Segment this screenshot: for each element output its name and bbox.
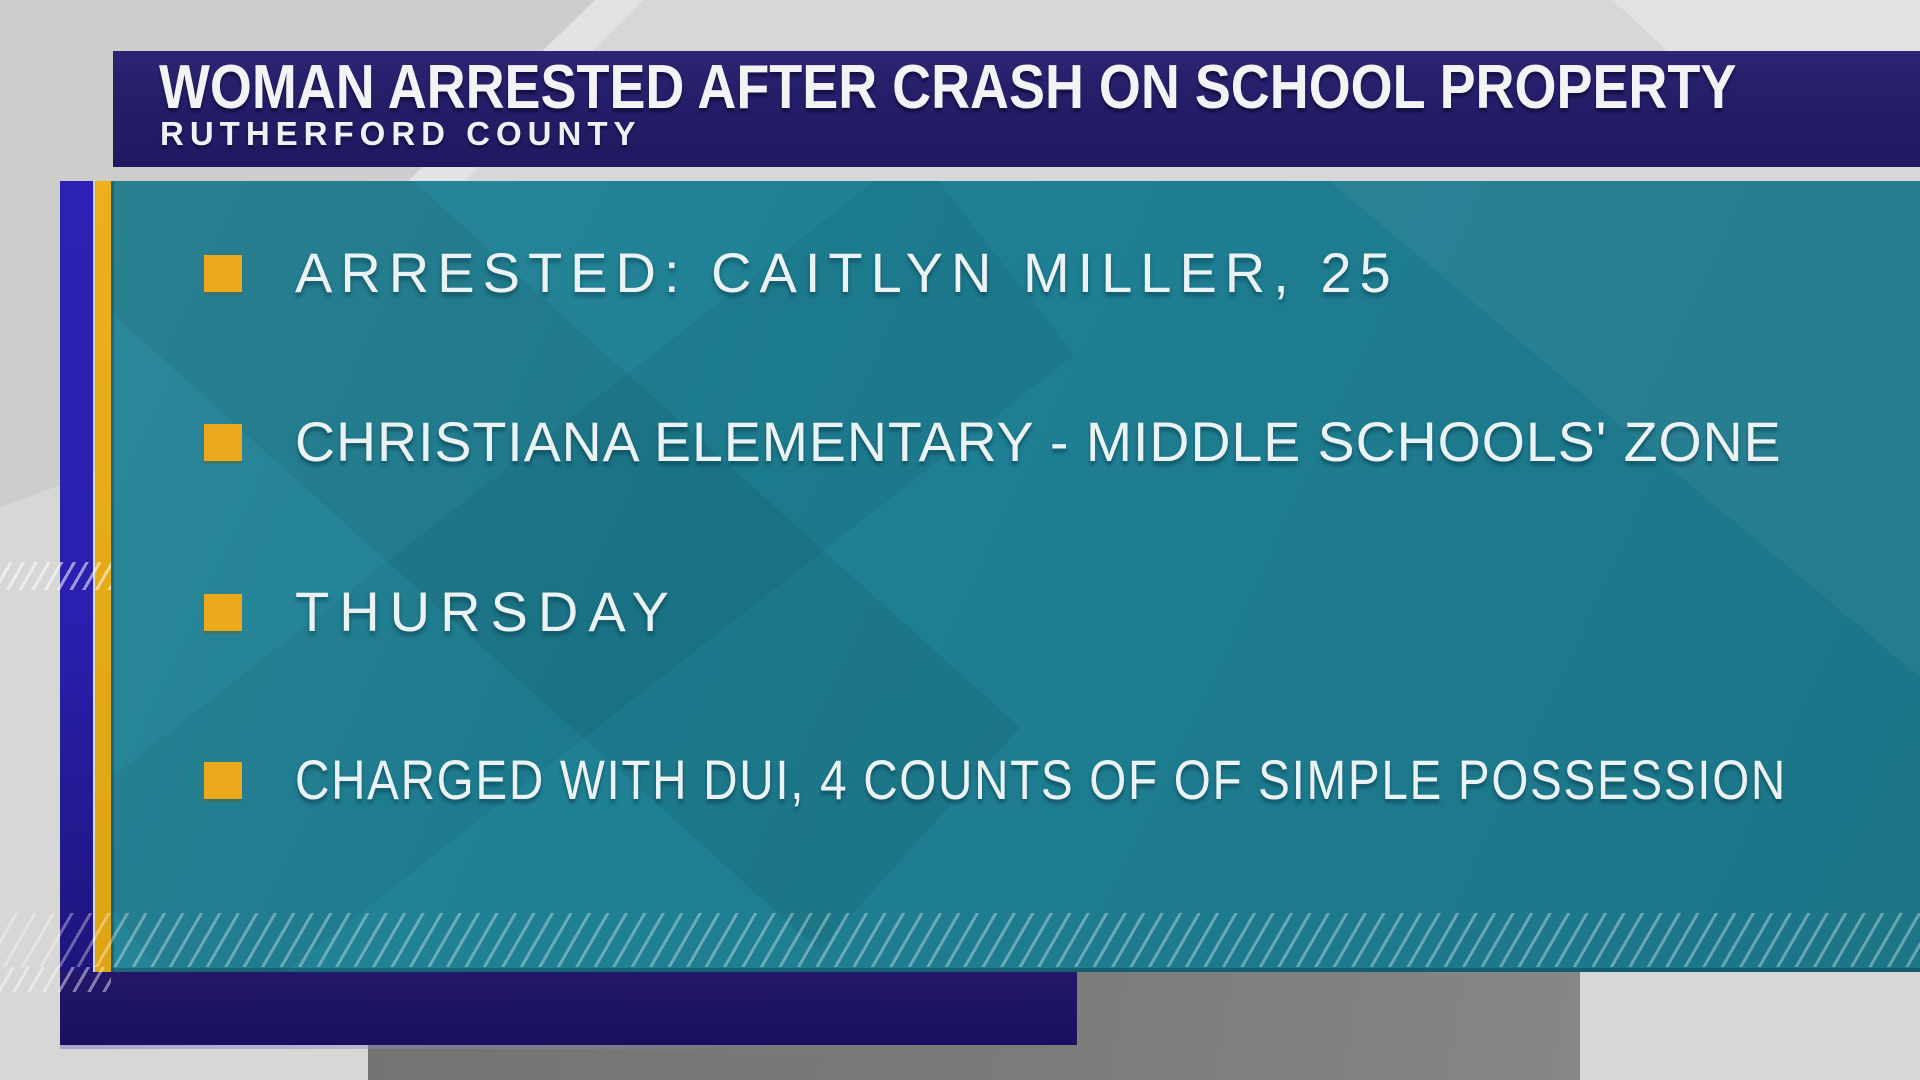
bullet-item: ARRESTED: CAITLYN MILLER, 25 [111, 228, 1901, 318]
diagonal-hatch-patch-left [0, 562, 111, 590]
headline-subtitle: RUTHERFORD COUNTY [160, 115, 642, 152]
diagonal-hatch-patch-bottom-left [0, 967, 111, 992]
bullet-square-icon [204, 761, 242, 799]
bullet-item: CHRISTIANA ELEMENTARY - MIDDLE SCHOOLS' … [111, 397, 1901, 487]
bullet-square-icon [204, 593, 242, 631]
headline-banner: WOMAN ARRESTED AFTER CRASH ON SCHOOL PRO… [113, 51, 1920, 167]
bottom-navy-bar [60, 972, 1077, 1045]
bottom-bar-underline [60, 1045, 940, 1049]
bullet-text: THURSDAY [295, 580, 679, 643]
headline-title: WOMAN ARRESTED AFTER CRASH ON SCHOOL PRO… [159, 53, 1737, 122]
bullet-text: ARRESTED: CAITLYN MILLER, 25 [295, 241, 1399, 304]
bullet-square-icon [204, 423, 242, 461]
diagonal-hatch-band [0, 913, 1920, 967]
content-panel: ARRESTED: CAITLYN MILLER, 25 CHRISTIANA … [111, 181, 1920, 972]
panel-gradient-overlay [111, 181, 1920, 972]
bullet-text: CHARGED WITH DUI, 4 COUNTS OF OF SIMPLE … [295, 748, 1788, 811]
bullet-item: THURSDAY [111, 567, 1901, 657]
bullet-text: CHRISTIANA ELEMENTARY - MIDDLE SCHOOLS' … [295, 410, 1782, 473]
bullet-square-icon [204, 254, 242, 292]
bullet-item: CHARGED WITH DUI, 4 COUNTS OF OF SIMPLE … [111, 735, 1901, 825]
